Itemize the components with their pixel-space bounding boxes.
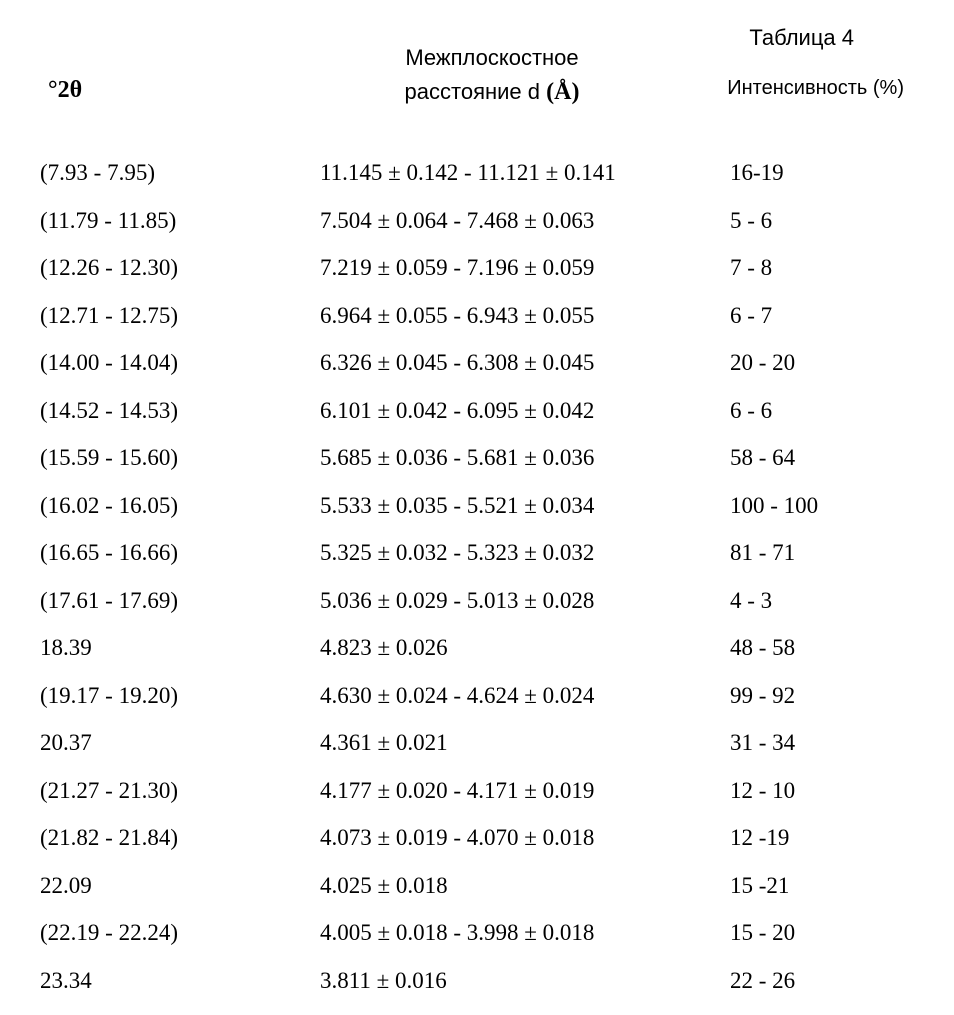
cell-intensity: 4 - 3 [720,588,914,614]
table-row: (12.26 - 12.30)7.219 ± 0.059 - 7.196 ± 0… [40,255,914,303]
cell-intensity: 22 - 26 [720,968,914,994]
cell-theta: 18.39 [40,635,320,661]
cell-intensity: 16-19 [720,160,914,186]
table-row: (21.82 - 21.84)4.073 ± 0.019 - 4.070 ± 0… [40,825,914,873]
cell-theta: (14.52 - 14.53) [40,398,320,424]
cell-intensity: 5 - 6 [720,208,914,234]
theta-symbol: °2θ [48,77,82,103]
table-row: (7.93 - 7.95)11.145 ± 0.142 - 11.121 ± 0… [40,160,914,208]
cell-theta: (12.26 - 12.30) [40,255,320,281]
cell-theta: (7.93 - 7.95) [40,160,320,186]
cell-theta: 22.09 [40,873,320,899]
table-row: (17.61 - 17.69)5.036 ± 0.029 - 5.013 ± 0… [40,588,914,636]
cell-spacing: 5.325 ± 0.032 - 5.323 ± 0.032 [320,540,720,566]
cell-theta: (16.02 - 16.05) [40,493,320,519]
cell-spacing: 4.005 ± 0.018 - 3.998 ± 0.018 [320,920,720,946]
cell-theta: (11.79 - 11.85) [40,208,320,234]
cell-theta: (22.19 - 22.24) [40,920,320,946]
spacing-text-line1: Межплоскостное [405,45,578,70]
cell-spacing: 4.823 ± 0.026 [320,635,720,661]
cell-intensity: 20 - 20 [720,350,914,376]
table-row: 23.343.811 ± 0.01622 - 26 [40,968,914,1015]
table-row: 20.374.361 ± 0.02131 - 34 [40,730,914,778]
cell-theta: 20.37 [40,730,320,756]
cell-intensity: 99 - 92 [720,683,914,709]
table-row: (14.00 - 14.04)6.326 ± 0.045 - 6.308 ± 0… [40,350,914,398]
table-row: 22.094.025 ± 0.01815 -21 [40,873,914,921]
cell-intensity: 100 - 100 [720,493,914,519]
column-header-intensity: Интенсивность (%) [727,77,904,100]
table-row: (16.65 - 16.66)5.325 ± 0.032 - 5.323 ± 0… [40,540,914,588]
cell-intensity: 12 - 10 [720,778,914,804]
cell-spacing: 11.145 ± 0.142 - 11.121 ± 0.141 [320,160,720,186]
cell-spacing: 6.101 ± 0.042 - 6.095 ± 0.042 [320,398,720,424]
spacing-text-line2: расстояние d [405,79,540,104]
cell-spacing: 4.361 ± 0.021 [320,730,720,756]
cell-theta: (14.00 - 14.04) [40,350,320,376]
cell-spacing: 5.685 ± 0.036 - 5.681 ± 0.036 [320,445,720,471]
table-body: (7.93 - 7.95)11.145 ± 0.142 - 11.121 ± 0… [40,160,914,1015]
cell-spacing: 7.504 ± 0.064 - 7.468 ± 0.063 [320,208,720,234]
column-header-theta: °2θ [48,77,82,104]
cell-intensity: 58 - 64 [720,445,914,471]
cell-theta: (21.82 - 21.84) [40,825,320,851]
cell-theta: (21.27 - 21.30) [40,778,320,804]
cell-intensity: 48 - 58 [720,635,914,661]
cell-theta: 23.34 [40,968,320,994]
cell-spacing: 5.036 ± 0.029 - 5.013 ± 0.028 [320,588,720,614]
cell-spacing: 4.073 ± 0.019 - 4.070 ± 0.018 [320,825,720,851]
table-caption: Таблица 4 [749,25,854,51]
table-header-area: Таблица 4 °2θ Межплоскостное расстояние … [40,25,914,140]
cell-intensity: 7 - 8 [720,255,914,281]
xrd-table: Таблица 4 °2θ Межплоскостное расстояние … [40,25,914,1015]
cell-intensity: 15 -21 [720,873,914,899]
cell-theta: (12.71 - 12.75) [40,303,320,329]
table-row: (14.52 - 14.53)6.101 ± 0.042 - 6.095 ± 0… [40,398,914,446]
cell-intensity: 6 - 7 [720,303,914,329]
table-row: (21.27 - 21.30)4.177 ± 0.020 - 4.171 ± 0… [40,778,914,826]
table-row: (19.17 - 19.20)4.630 ± 0.024 - 4.624 ± 0… [40,683,914,731]
table-row: (22.19 - 22.24)4.005 ± 0.018 - 3.998 ± 0… [40,920,914,968]
cell-intensity: 31 - 34 [720,730,914,756]
cell-intensity: 6 - 6 [720,398,914,424]
cell-spacing: 4.025 ± 0.018 [320,873,720,899]
table-row: (12.71 - 12.75)6.964 ± 0.055 - 6.943 ± 0… [40,303,914,351]
angstrom-unit: (Å) [546,79,579,105]
column-header-spacing: Межплоскостное расстояние d (Å) [352,41,632,110]
cell-theta: (17.61 - 17.69) [40,588,320,614]
cell-theta: (19.17 - 19.20) [40,683,320,709]
cell-intensity: 12 -19 [720,825,914,851]
cell-spacing: 5.533 ± 0.035 - 5.521 ± 0.034 [320,493,720,519]
table-row: (15.59 - 15.60)5.685 ± 0.036 - 5.681 ± 0… [40,445,914,493]
table-row: (11.79 - 11.85)7.504 ± 0.064 - 7.468 ± 0… [40,208,914,256]
table-row: 18.394.823 ± 0.02648 - 58 [40,635,914,683]
cell-spacing: 3.811 ± 0.016 [320,968,720,994]
cell-spacing: 6.964 ± 0.055 - 6.943 ± 0.055 [320,303,720,329]
cell-spacing: 6.326 ± 0.045 - 6.308 ± 0.045 [320,350,720,376]
cell-intensity: 15 - 20 [720,920,914,946]
cell-intensity: 81 - 71 [720,540,914,566]
cell-spacing: 7.219 ± 0.059 - 7.196 ± 0.059 [320,255,720,281]
cell-spacing: 4.177 ± 0.020 - 4.171 ± 0.019 [320,778,720,804]
cell-theta: (15.59 - 15.60) [40,445,320,471]
cell-theta: (16.65 - 16.66) [40,540,320,566]
table-row: (16.02 - 16.05)5.533 ± 0.035 - 5.521 ± 0… [40,493,914,541]
cell-spacing: 4.630 ± 0.024 - 4.624 ± 0.024 [320,683,720,709]
